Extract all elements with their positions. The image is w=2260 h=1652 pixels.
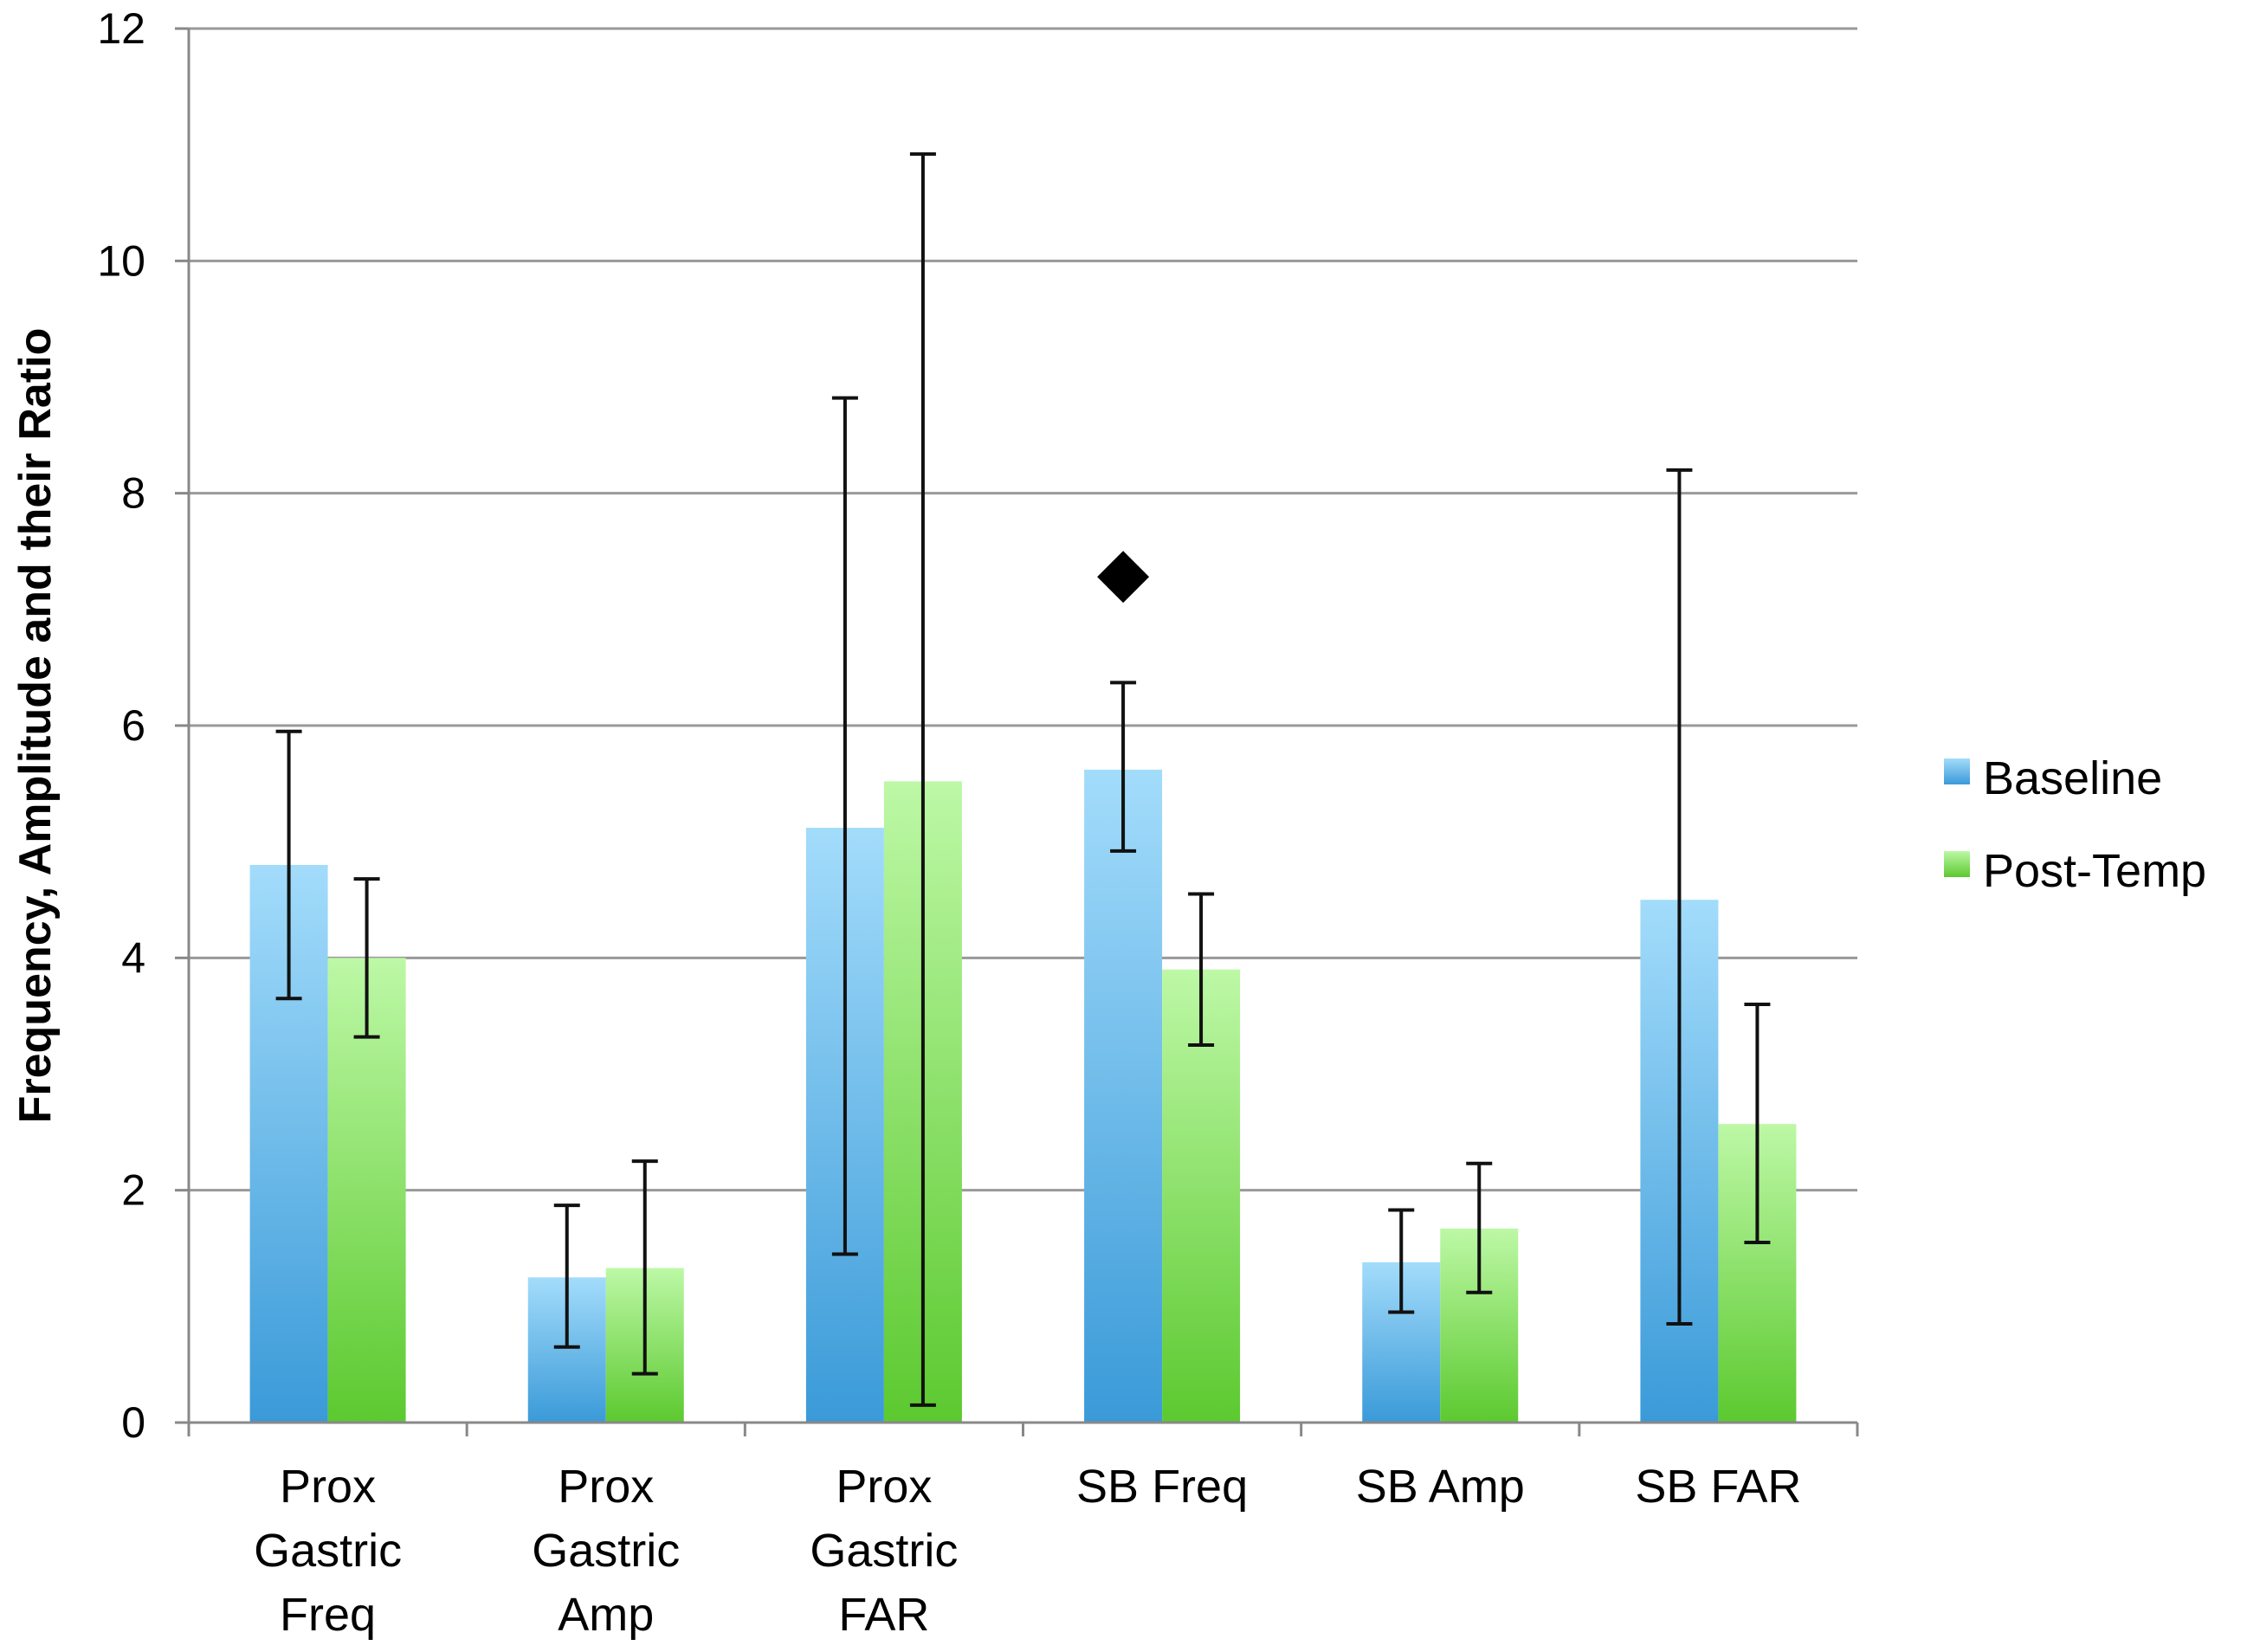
error-bar-post-temp-prox-gastric-freq <box>353 877 380 1039</box>
x-category-label-line: Gastric <box>254 1525 402 1577</box>
error-bar-post-temp-prox-gastric-amp <box>631 1159 658 1376</box>
x-category-label-prox-gastric-amp: Prox Gastric Amp <box>532 1461 680 1641</box>
y-tick-label-10: 10 <box>97 236 145 285</box>
y-tick-label-12: 12 <box>97 4 145 53</box>
bar-baseline-sb-freq <box>1084 769 1163 1423</box>
error-bar-post-temp-sb-freq <box>1188 892 1215 1047</box>
x-category-label-prox-gastric-far: Prox Gastric FAR <box>810 1461 958 1641</box>
annotations <box>1097 551 1150 603</box>
x-category-label-line: Prox <box>280 1461 376 1513</box>
x-category-label-prox-gastric-freq: Prox Gastric Freq <box>254 1461 402 1641</box>
x-category-label-line: Prox <box>836 1461 932 1513</box>
x-category-label-sb-far: SB FAR <box>1635 1461 1801 1513</box>
legend-label-post-temp: Post-Temp <box>1983 845 2206 897</box>
y-tick-label-6: 6 <box>121 701 145 750</box>
x-category-label-line: Freq <box>280 1589 376 1641</box>
x-category-label-line: Prox <box>558 1461 654 1513</box>
y-axis-title: Frequency, Amplitude and their Ratio <box>10 328 61 1124</box>
y-tick-labels: 0 2 4 6 8 10 12 <box>97 4 145 1447</box>
legend-swatch-post-temp <box>1944 851 1970 877</box>
legend: Baseline Post-Temp <box>1944 752 2206 897</box>
x-category-label-sb-amp: SB Amp <box>1356 1461 1525 1513</box>
error-bar-baseline-prox-gastric-amp <box>553 1204 580 1349</box>
x-category-label-line: Gastric <box>532 1525 680 1577</box>
legend-swatch-baseline <box>1944 758 1970 784</box>
legend-label-baseline: Baseline <box>1983 752 2162 804</box>
error-bar-post-temp-sb-far <box>1744 1003 1771 1245</box>
error-bar-post-temp-prox-gastric-far <box>909 152 936 1407</box>
x-category-label-line: SB FAR <box>1635 1461 1801 1513</box>
error-bar-baseline-sb-freq <box>1110 681 1137 853</box>
error-bars <box>275 152 1771 1407</box>
x-category-label-line: Amp <box>558 1589 654 1641</box>
y-tick-label-8: 8 <box>121 469 145 518</box>
x-category-label-line: SB Freq <box>1076 1461 1248 1513</box>
error-bar-baseline-sb-far <box>1666 468 1693 1326</box>
axes <box>175 27 1859 1436</box>
y-tick-label-2: 2 <box>121 1166 145 1215</box>
y-tick-label-0: 0 <box>121 1398 145 1447</box>
error-bar-baseline-sb-amp <box>1388 1208 1415 1314</box>
error-bar-post-temp-sb-amp <box>1466 1161 1493 1294</box>
x-category-label-line: FAR <box>838 1589 929 1641</box>
x-category-label-line: SB Amp <box>1356 1461 1525 1513</box>
error-bar-baseline-prox-gastric-far <box>831 396 858 1256</box>
error-bar-baseline-prox-gastric-freq <box>275 729 302 1001</box>
x-category-labels: Prox Gastric Freq Prox Gastric Amp Prox Gastric… <box>254 1461 1801 1641</box>
bars <box>249 769 1797 1423</box>
x-category-label-sb-freq: SB Freq <box>1076 1461 1248 1513</box>
x-category-label-line: Gastric <box>810 1525 958 1577</box>
gridlines <box>189 27 1857 1192</box>
y-tick-label-4: 4 <box>121 933 145 982</box>
diamond-marker <box>1097 551 1150 603</box>
